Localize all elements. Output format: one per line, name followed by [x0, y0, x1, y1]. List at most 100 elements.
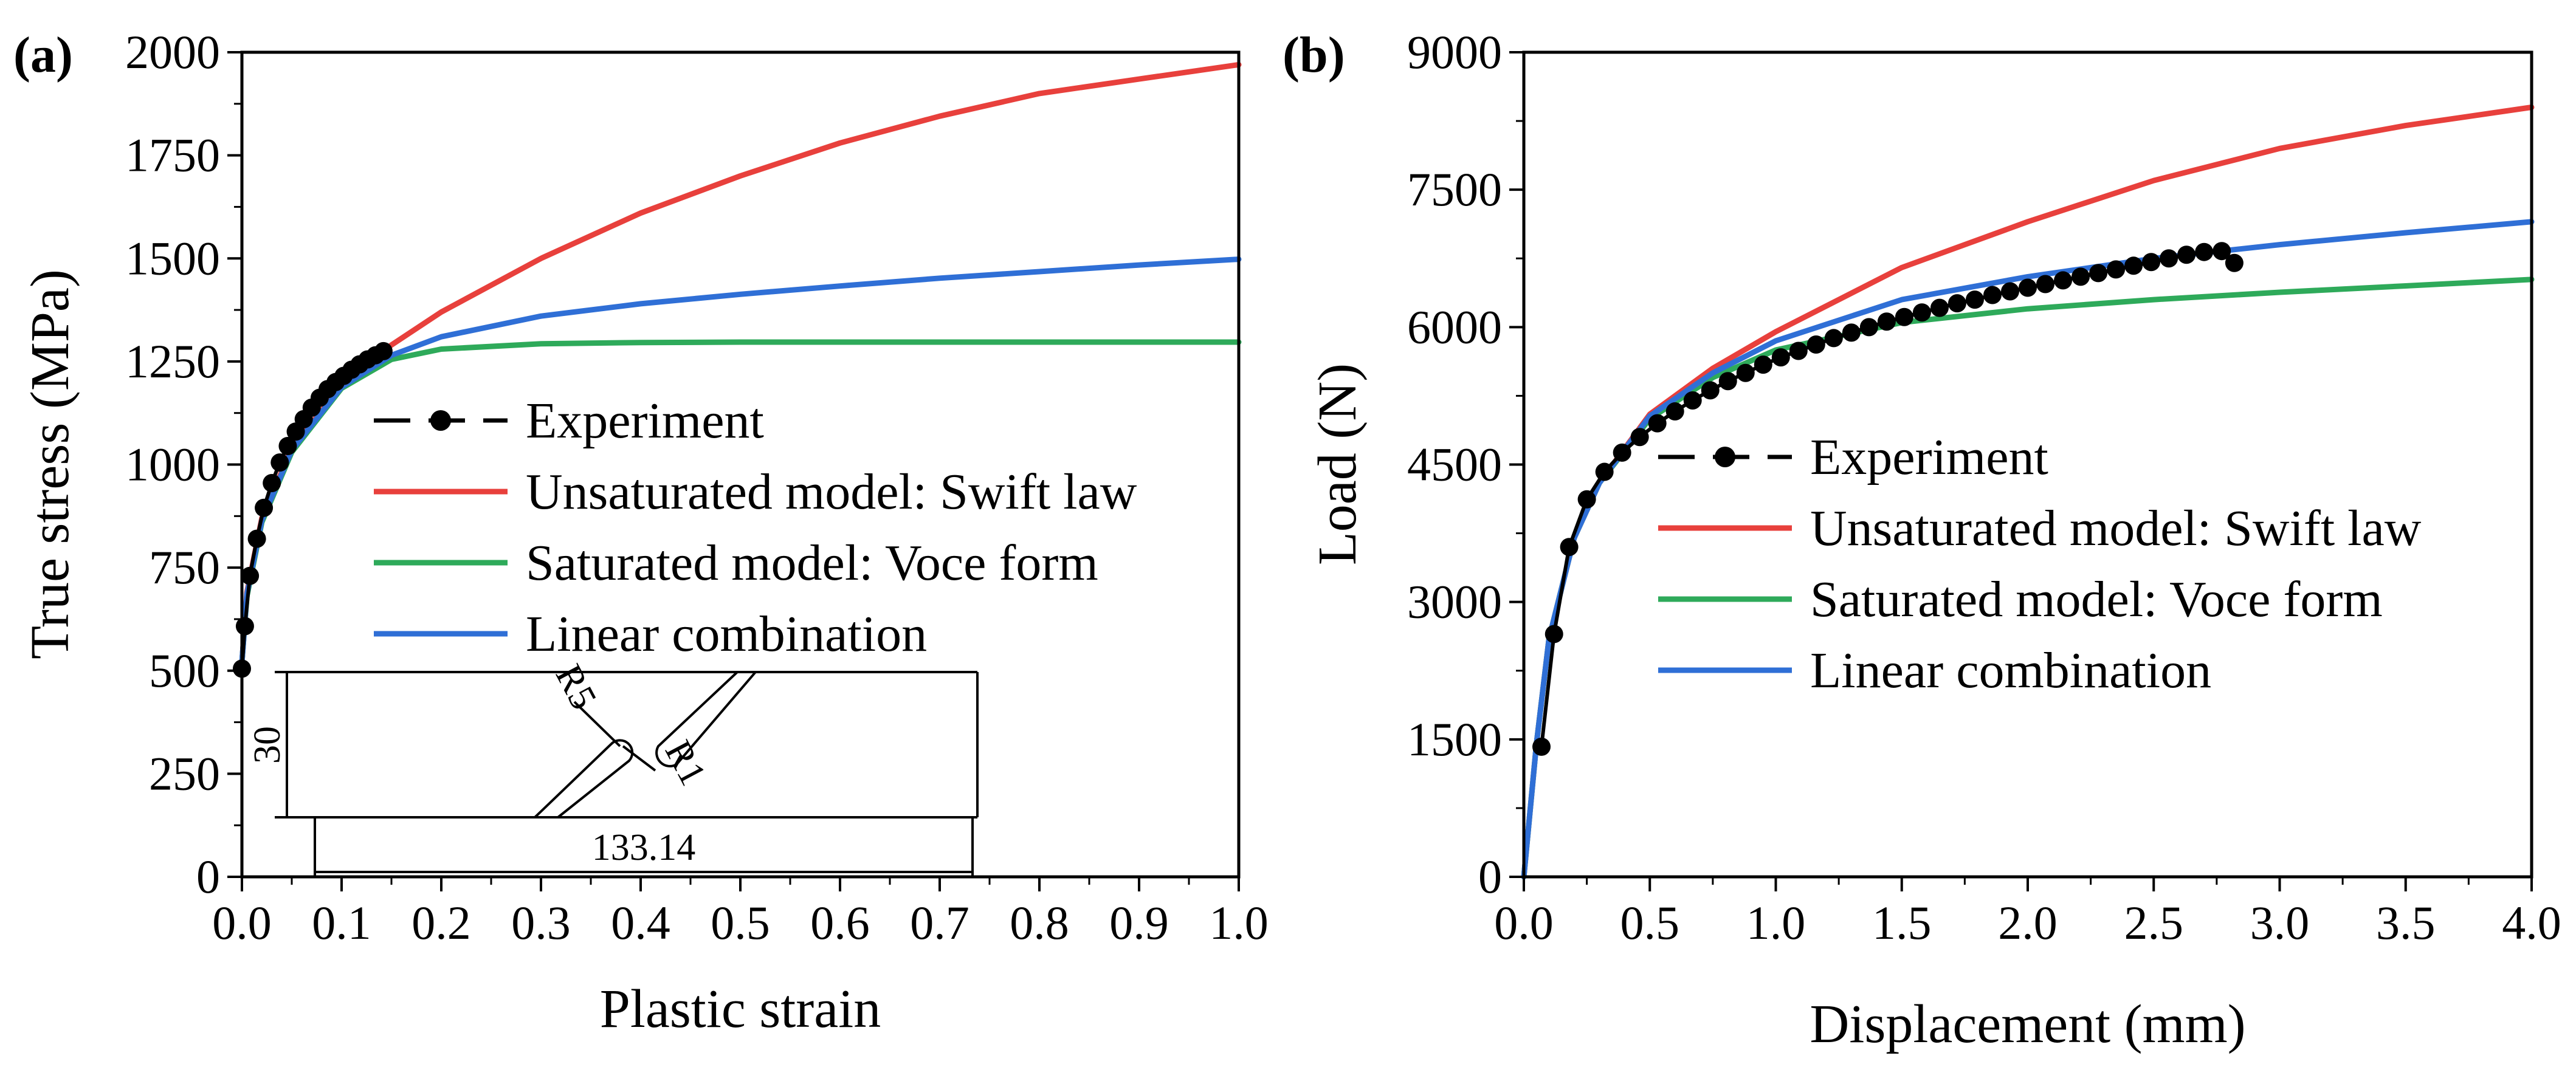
x-tick-label: 0.7 [910, 896, 969, 949]
x-tick-label: 4.0 [2502, 896, 2561, 949]
experiment-point [1718, 372, 1737, 391]
y-tick-label: 500 [149, 644, 220, 697]
experiment-point [263, 474, 281, 493]
y-tick-label: 9000 [1407, 26, 1502, 78]
inset-lower-notch [534, 739, 634, 818]
inset-length-label: 133.14 [592, 827, 696, 868]
x-tick-label: 1.0 [1209, 896, 1269, 949]
legend-label-experiment: Experiment [1810, 429, 2048, 486]
experiment-point [1532, 737, 1551, 756]
experiment-point [1947, 294, 1966, 313]
experiment-point [2089, 264, 2108, 283]
legend-label-unsaturated-model-swift-law: Unsaturated model: Swift law [1810, 500, 2422, 557]
experiment-point [1771, 348, 1790, 367]
series-line-linear-combination [239, 256, 1242, 665]
experiment-point [2071, 267, 2090, 286]
legend-label-experiment: Experiment [526, 393, 764, 449]
experiment-point [1895, 307, 1913, 326]
inset-height-label: 30 [247, 726, 288, 764]
panel-b-y-axis-label: Load (N) [1307, 363, 1368, 565]
experiment-point [1983, 286, 2002, 304]
experiment-point [247, 529, 266, 548]
panel-b-chart: (b) 0.0 0.5 1.0 1.5 2.0 2.5 3.0 3.5 4.0 0 1500 300… [1283, 26, 2561, 1054]
experiment-point [270, 453, 289, 472]
experiment-point [1701, 381, 1720, 400]
panel-b-y-ticks: 0 1500 3000 4500 6000 7500 9000 [1407, 26, 1524, 903]
inset-r1-label: R1 [657, 734, 714, 792]
experiment-point [278, 436, 297, 455]
experiment-point [1560, 538, 1579, 557]
panel-a-y-ticks: 0 250 500 750 1000 1250 1500 1750 2000 [125, 26, 242, 903]
experiment-point [1613, 443, 1631, 462]
series-line-linear-combination [1521, 219, 2535, 880]
inset-r5-leader [573, 701, 621, 747]
legend-marker [430, 410, 451, 431]
experiment-point [1877, 312, 1896, 331]
experiment-point [1648, 414, 1667, 433]
experiment-point [2195, 242, 2214, 261]
experiment-point [1577, 490, 1596, 509]
panel-b-x-axis-label: Displacement (mm) [1810, 994, 2245, 1054]
x-tick-label: 2.0 [1998, 896, 2058, 949]
y-tick-label: 4500 [1407, 438, 1502, 491]
legend-label-saturated-model-voce-form: Saturated model: Voce form [1810, 571, 2383, 628]
experiment-point [1806, 335, 1825, 354]
panel-b-label: (b) [1283, 27, 1345, 83]
y-tick-label: 1000 [125, 438, 220, 491]
x-tick-label: 3.0 [2250, 896, 2310, 949]
x-tick-label: 0.5 [711, 896, 770, 949]
experiment-point [1965, 290, 1984, 309]
y-tick-label: 3000 [1407, 575, 1502, 628]
experiment-point [2160, 249, 2178, 268]
x-tick-label: 0.2 [412, 896, 471, 949]
y-tick-label: 1500 [125, 232, 220, 284]
x-tick-label: 0.8 [1010, 896, 1069, 949]
inset-upper-notch [655, 671, 757, 767]
x-tick-label: 1.0 [1746, 896, 1806, 949]
legend-label-linear-combination: Linear combination [1810, 642, 2211, 699]
experiment-point [1545, 625, 1563, 643]
x-tick-label: 0.0 [1494, 896, 1554, 949]
experiment-point [2107, 260, 2126, 279]
y-tick-label: 1250 [125, 335, 220, 388]
panel-a-label: (a) [13, 27, 73, 83]
inset-r5-label: R5 [548, 658, 605, 716]
experiment-point [1665, 402, 1684, 421]
panel-a-chart: (a) 0.0 0.1 0.2 0.3 0.4 0.5 0.6 0.7 0.8 0.9 1.0 0 2… [13, 26, 1269, 1039]
y-tick-label: 0 [1478, 850, 1502, 903]
panel-a-x-axis-label: Plastic strain [600, 979, 881, 1039]
y-tick-label: 1750 [125, 129, 220, 182]
x-tick-label: 0.3 [511, 896, 571, 949]
y-tick-label: 1500 [1407, 713, 1502, 766]
experiment-point [2213, 242, 2231, 261]
experiment-point [235, 617, 254, 636]
experiment-point [1912, 303, 1931, 322]
y-tick-label: 0 [196, 850, 220, 903]
experiment-point [241, 566, 260, 585]
experiment-point [2142, 253, 2161, 272]
x-tick-label: 0.0 [212, 896, 272, 949]
experiment-point [374, 341, 393, 360]
specimen-inset [275, 671, 979, 878]
x-tick-label: 0.4 [611, 896, 670, 949]
experiment-point [255, 498, 274, 517]
experiment-point [2124, 256, 2143, 275]
panel-a-y-axis-label: True stress (MPa) [20, 269, 80, 659]
panel-a-curves [233, 61, 1242, 678]
experiment-point [2036, 275, 2055, 293]
panel-a-x-ticks: 0.0 0.1 0.2 0.3 0.4 0.5 0.6 0.7 0.8 0.9 1.0 [212, 877, 1269, 949]
experiment-point [1630, 428, 1649, 447]
x-tick-label: 2.5 [2124, 896, 2184, 949]
experiment-point [1824, 329, 1843, 348]
x-tick-label: 0.6 [810, 896, 870, 949]
series-line-unsaturated-model-swift-law [1521, 105, 2535, 880]
experiment-point [1754, 355, 1772, 374]
y-tick-label: 7500 [1407, 163, 1502, 216]
y-tick-label: 750 [149, 541, 220, 594]
legend-label-unsaturated-model-swift-law: Unsaturated model: Swift law [526, 464, 1137, 520]
legend-marker [1715, 447, 1735, 467]
experiment-point [1842, 323, 1861, 342]
y-tick-label: 2000 [125, 26, 220, 78]
x-tick-label: 0.9 [1109, 896, 1169, 949]
